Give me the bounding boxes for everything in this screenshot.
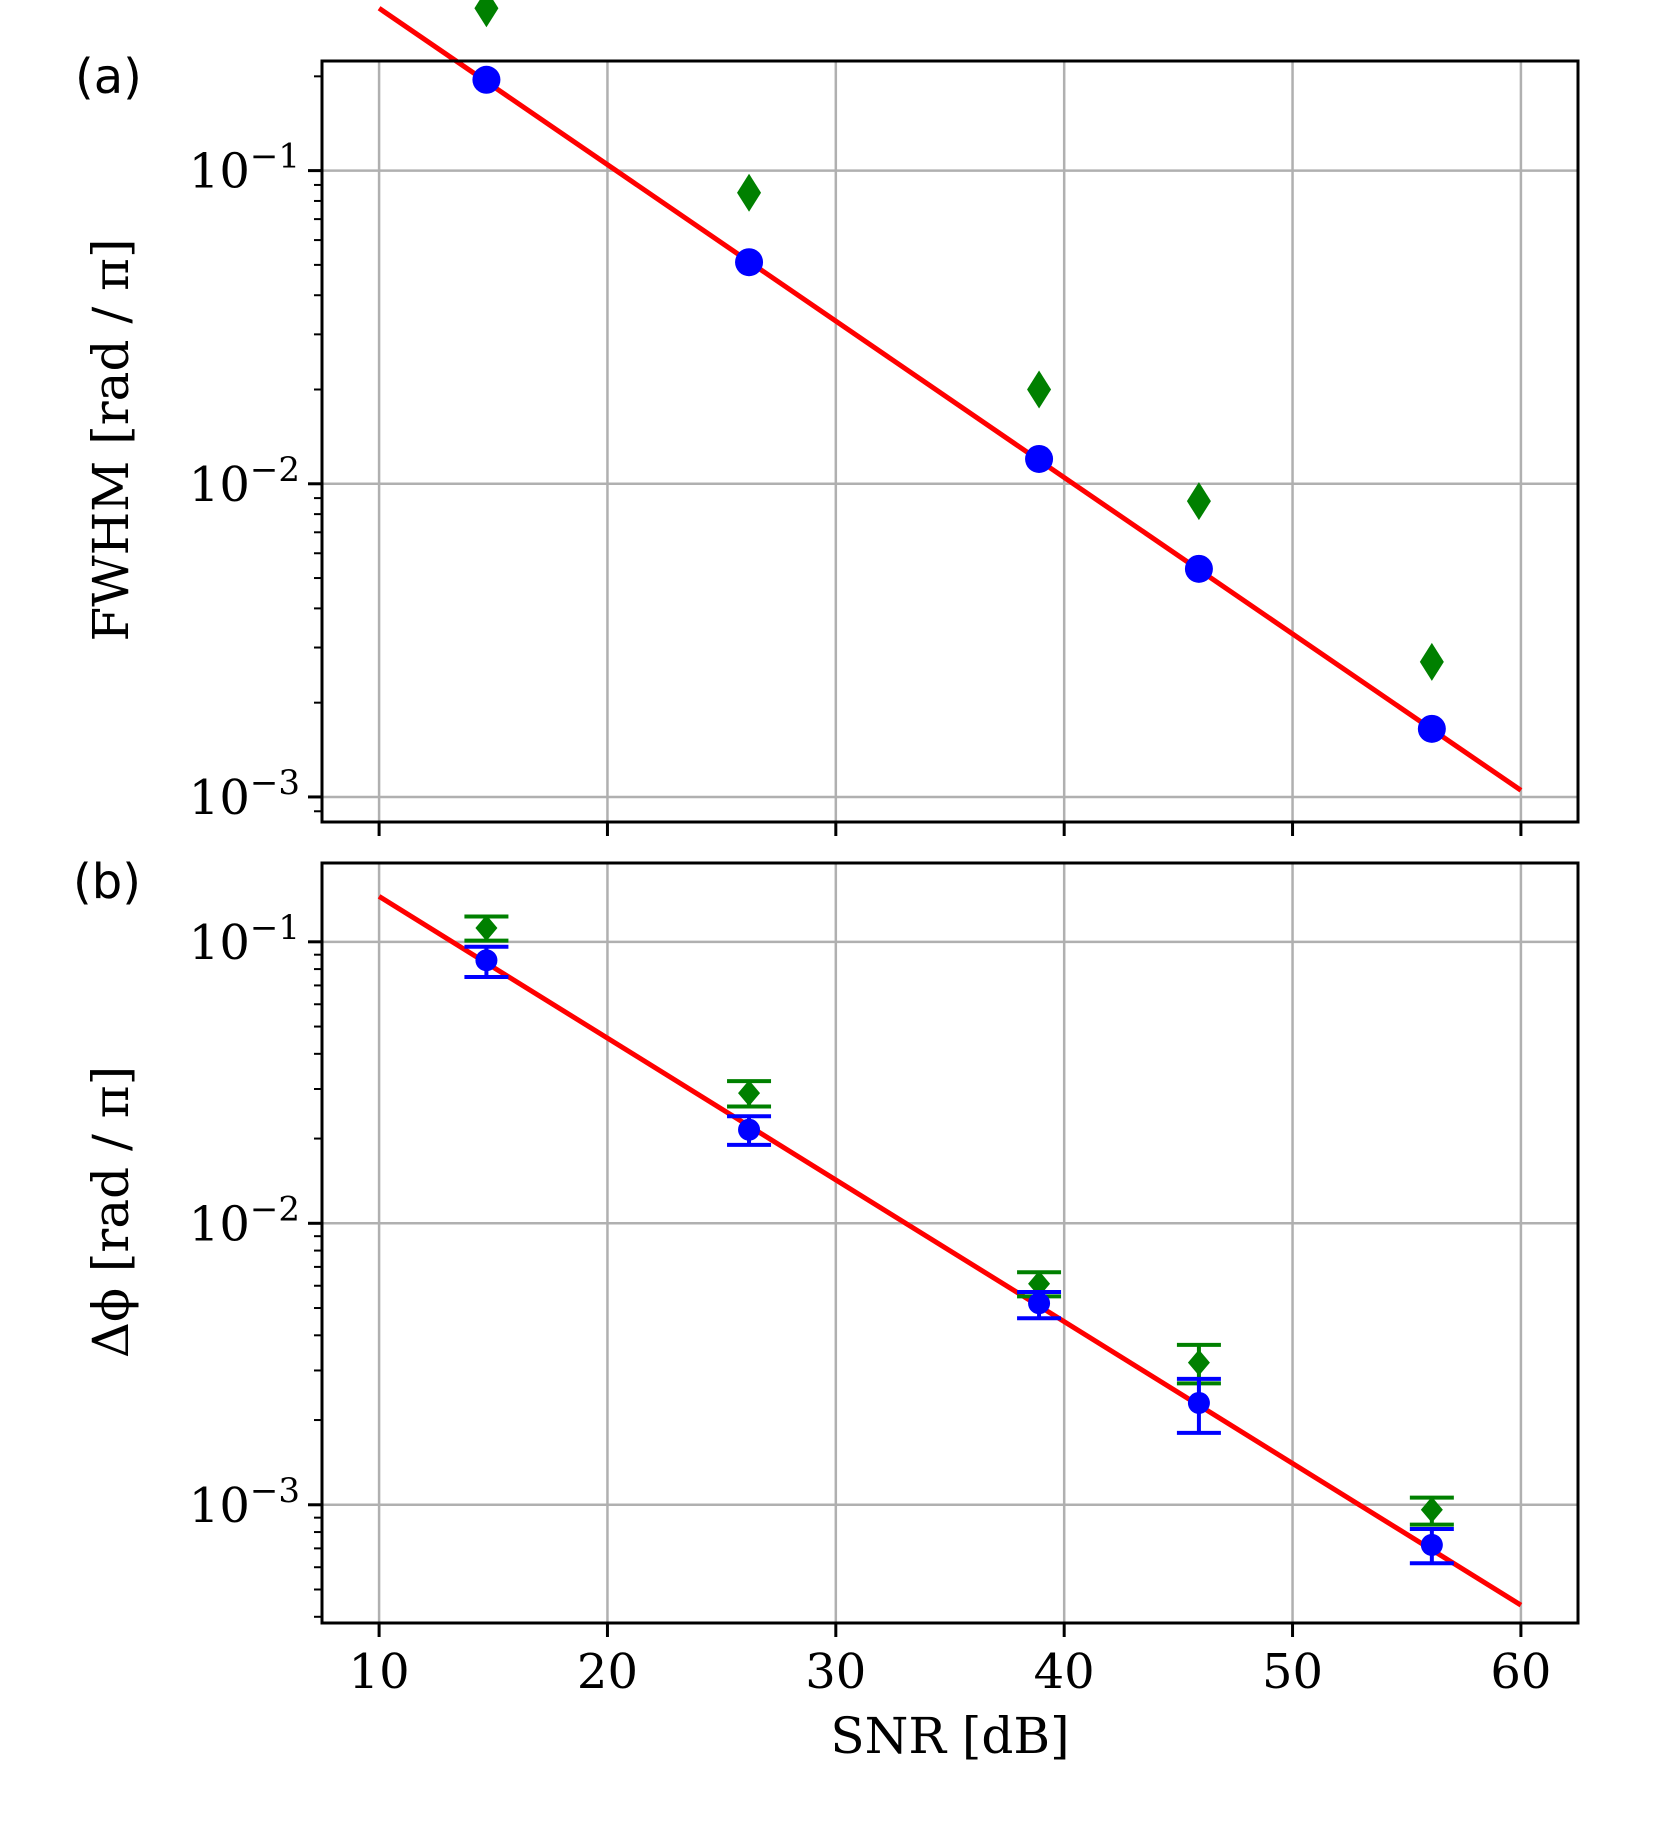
panel-a: 10−110−210−3 (a) FWHM [rad / π] bbox=[75, 0, 1580, 836]
y-tick-label: 10−1 bbox=[189, 908, 300, 971]
data-point-circle bbox=[1184, 554, 1213, 583]
data-point-diamond bbox=[1027, 370, 1052, 409]
data-point-circle bbox=[1417, 714, 1446, 743]
data-point-circle bbox=[1420, 1533, 1443, 1556]
x-tick-label: 60 bbox=[1490, 1644, 1551, 1700]
y-tick-label-exponent: −2 bbox=[250, 1189, 300, 1229]
x-tick-label: 30 bbox=[805, 1644, 866, 1700]
data-point-diamond bbox=[1187, 1349, 1210, 1376]
y-tick-label-base: 10 bbox=[189, 1196, 250, 1252]
y-tick-label-exponent: −2 bbox=[250, 450, 300, 490]
panel-b-ylabel: Δϕ [rad / π] bbox=[82, 1066, 140, 1358]
panel-b-fit-line bbox=[377, 894, 1523, 1608]
data-point-circle bbox=[738, 1118, 761, 1141]
x-axis-label: SNR [dB] bbox=[830, 1707, 1069, 1765]
x-tick-label: 10 bbox=[349, 1644, 410, 1700]
data-point-diamond bbox=[475, 914, 498, 941]
y-tick-label-base: 10 bbox=[189, 1478, 250, 1534]
y-tick-label-exponent: −3 bbox=[250, 1471, 300, 1511]
panel-a-ticks: 10−110−210−3 bbox=[189, 137, 1523, 836]
y-tick-label: 10−3 bbox=[189, 1471, 300, 1534]
data-point-diamond bbox=[474, 0, 499, 28]
y-tick-label: 10−3 bbox=[189, 763, 300, 826]
y-tick-label-base: 10 bbox=[189, 457, 250, 513]
panel-a-grid bbox=[322, 61, 1578, 822]
panel-a-ylabel: FWHM [rad / π] bbox=[82, 238, 140, 641]
y-tick-label-base: 10 bbox=[189, 770, 250, 826]
data-point-circle bbox=[1187, 1391, 1210, 1414]
panel-a-frame bbox=[320, 59, 1580, 824]
x-tick-label: 20 bbox=[577, 1644, 638, 1700]
data-point-circle bbox=[735, 248, 764, 277]
data-point-circle bbox=[1025, 444, 1054, 473]
y-tick-label-base: 10 bbox=[189, 915, 250, 971]
panel-b-grid bbox=[322, 863, 1578, 1623]
data-point-diamond bbox=[737, 173, 762, 212]
data-point-diamond bbox=[1419, 642, 1444, 681]
panel-a-fit-line bbox=[377, 6, 1523, 793]
panel-a-label: (a) bbox=[75, 49, 142, 105]
y-tick-label: 10−2 bbox=[189, 1189, 300, 1252]
panel-a-data-marks bbox=[472, 0, 1446, 743]
y-tick-label: 10−1 bbox=[189, 137, 300, 200]
y-tick-label-exponent: −3 bbox=[250, 763, 300, 803]
data-point-diamond bbox=[1186, 482, 1211, 521]
y-tick-label: 10−2 bbox=[189, 450, 300, 513]
data-point-circle bbox=[475, 949, 498, 972]
fit-line bbox=[377, 6, 1523, 793]
fit-line bbox=[377, 894, 1523, 1608]
data-point-diamond bbox=[1420, 1496, 1443, 1523]
panel-b-data-marks bbox=[464, 914, 1454, 1566]
y-tick-label-exponent: −1 bbox=[250, 908, 300, 948]
data-point-circle bbox=[472, 65, 501, 94]
data-point-circle bbox=[1028, 1292, 1051, 1315]
y-tick-label-exponent: −1 bbox=[250, 137, 300, 177]
data-point-diamond bbox=[738, 1080, 761, 1107]
panel-b-frame bbox=[320, 861, 1580, 1625]
y-tick-label-base: 10 bbox=[189, 144, 250, 200]
x-tick-label: 40 bbox=[1034, 1644, 1095, 1700]
x-tick-label: 50 bbox=[1262, 1644, 1323, 1700]
panel-b-label: (b) bbox=[73, 854, 141, 910]
